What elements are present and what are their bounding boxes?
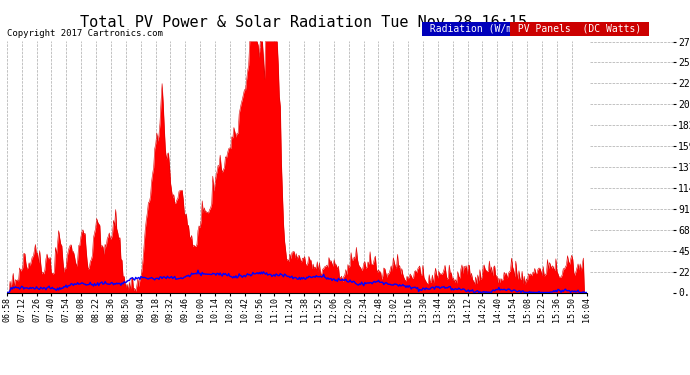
Text: Copyright 2017 Cartronics.com: Copyright 2017 Cartronics.com xyxy=(7,28,163,38)
Text: Total PV Power & Solar Radiation Tue Nov 28 16:15: Total PV Power & Solar Radiation Tue Nov… xyxy=(80,15,527,30)
Text: PV Panels  (DC Watts): PV Panels (DC Watts) xyxy=(512,24,647,34)
Text: Radiation (W/m2): Radiation (W/m2) xyxy=(424,24,530,34)
